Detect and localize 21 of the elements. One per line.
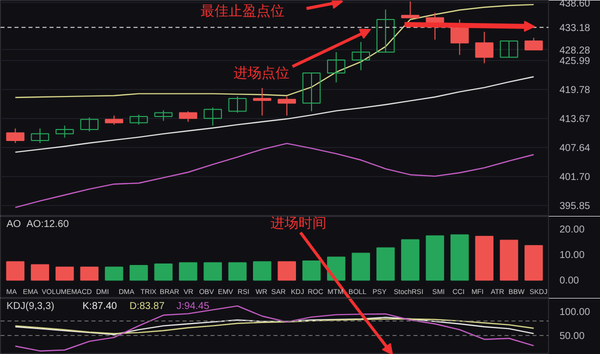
y-tick-label: 413.67 — [560, 114, 591, 126]
annotation: 最佳止盈点位 — [200, 2, 284, 18]
y-tick-label: 395.85 — [560, 201, 591, 212]
series-label: J:94.45 — [176, 301, 210, 312]
y-tick-label: 50.00 — [560, 330, 585, 342]
chart-title: KDJ(9,3,3) — [6, 301, 54, 312]
ref-line-label: 433.18 — [560, 22, 591, 34]
series-label: K:87.40 — [82, 301, 118, 312]
chart-title: AO — [6, 219, 22, 230]
series-label: D:83.87 — [130, 301, 165, 312]
y-tick-label: 10.00 — [560, 250, 585, 262]
y-tick-label: 401.70 — [560, 172, 591, 184]
annotation: AO:12.60 — [26, 219, 70, 230]
y-tick-label: 0.00 — [560, 276, 580, 287]
y-tick-label: 419.78 — [560, 85, 591, 96]
y-tick-label: 20.00 — [560, 224, 585, 236]
y-tick-label: 425.99 — [560, 56, 591, 67]
y-tick-label: 428.28 — [560, 45, 591, 56]
y-tick-label: 407.64 — [560, 143, 591, 154]
y-tick-label: 100.00 — [560, 306, 591, 318]
annotation: 进场点位 — [234, 64, 290, 80]
